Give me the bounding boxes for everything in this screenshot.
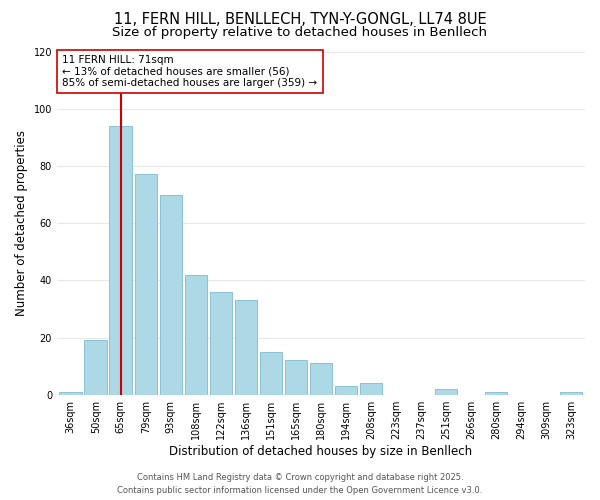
X-axis label: Distribution of detached houses by size in Benllech: Distribution of detached houses by size … (169, 444, 473, 458)
Text: Contains HM Land Registry data © Crown copyright and database right 2025.
Contai: Contains HM Land Registry data © Crown c… (118, 474, 482, 495)
Bar (335, 386, 357, 394)
Bar (260, 352, 282, 395)
Bar (435, 389, 457, 394)
Y-axis label: Number of detached properties: Number of detached properties (15, 130, 28, 316)
Bar (360, 384, 382, 394)
Bar (109, 126, 132, 394)
Text: 11 FERN HILL: 71sqm
← 13% of detached houses are smaller (56)
85% of semi-detach: 11 FERN HILL: 71sqm ← 13% of detached ho… (62, 55, 317, 88)
Bar (284, 360, 307, 394)
Text: Size of property relative to detached houses in Benllech: Size of property relative to detached ho… (113, 26, 487, 39)
Bar (160, 194, 182, 394)
Bar (209, 292, 232, 395)
Bar (59, 392, 82, 394)
Bar (134, 174, 157, 394)
Bar (235, 300, 257, 394)
Bar (85, 340, 107, 394)
Bar (560, 392, 583, 394)
Bar (310, 363, 332, 394)
Bar (185, 274, 207, 394)
Text: 11, FERN HILL, BENLLECH, TYN-Y-GONGL, LL74 8UE: 11, FERN HILL, BENLLECH, TYN-Y-GONGL, LL… (113, 12, 487, 28)
Bar (485, 392, 508, 394)
